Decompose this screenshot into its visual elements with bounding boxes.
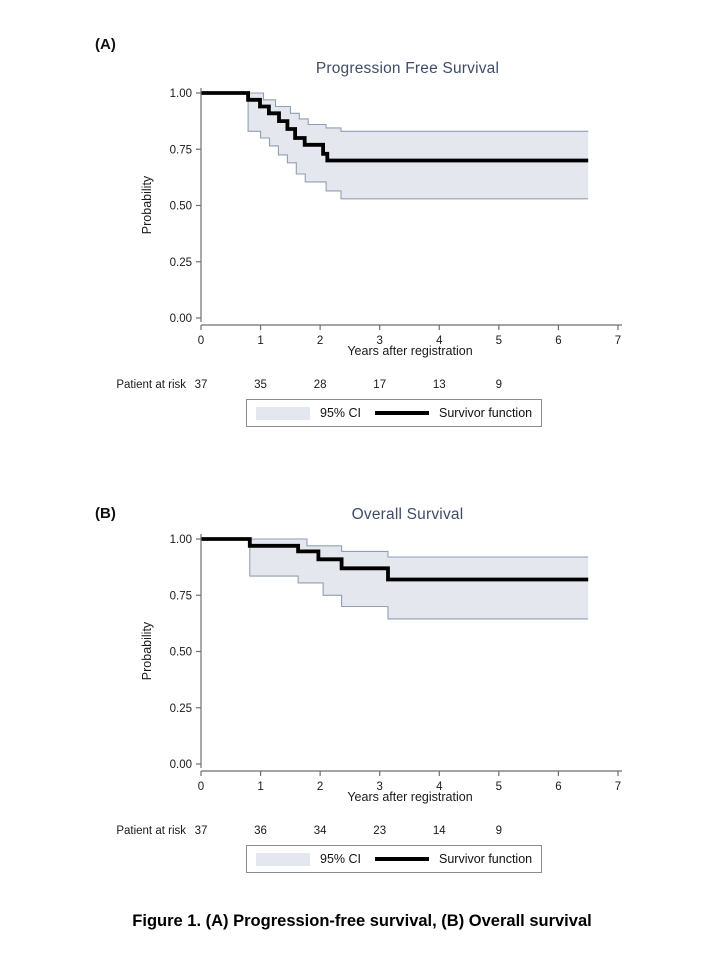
y-tick-label: 0.50 (170, 647, 192, 659)
risk-count: 28 (313, 379, 327, 391)
panel-b-plot: 0.00 0.25 0.50 0.75 1.00 0 1 2 3 4 5 6 7 (170, 534, 622, 793)
patient-at-risk-label: Patient at risk (116, 379, 186, 391)
x-tick-label: 3 (377, 781, 383, 793)
panel-a-label: (A) (95, 36, 116, 53)
y-tick-label: 0.00 (170, 759, 192, 771)
panel-a-plot: 0.00 0.25 0.50 0.75 1.00 0 1 2 3 4 5 6 7 (170, 88, 622, 347)
ci-legend-label: 95% CI (320, 852, 361, 866)
patient-at-risk-label: Patient at risk (116, 825, 186, 837)
risk-count: 14 (432, 825, 446, 837)
risk-count: 35 (254, 379, 267, 391)
ci-swatch (256, 406, 310, 420)
x-tick-label: 6 (555, 781, 561, 793)
survivor-curve (201, 91, 589, 163)
risk-count: 37 (194, 825, 208, 837)
ci-legend-label: 95% CI (320, 406, 361, 420)
panel-b-label: (B) (95, 505, 116, 522)
x-tick-label: 4 (436, 781, 443, 793)
survivor-line-swatch (375, 411, 429, 415)
survivor-curve (201, 537, 589, 582)
panel-a-x-axis-label: Years after registration (347, 344, 473, 358)
risk-count: 9 (495, 379, 503, 391)
risk-count: 9 (495, 825, 503, 837)
risk-count: 37 (194, 379, 208, 391)
y-tick-label: 0.25 (170, 703, 192, 715)
panel-a-legend: 95% CI Survivor function (246, 399, 543, 427)
y-tick-label: 0.75 (170, 590, 192, 602)
x-tick-label: 1 (257, 335, 263, 347)
x-tick-label: 6 (555, 335, 561, 347)
ci-lower-edge (247, 93, 589, 200)
ci-upper-edge (249, 538, 589, 558)
panel-a-title: Progression Free Survival (315, 60, 500, 77)
ci-band (248, 93, 589, 199)
risk-count: 13 (432, 379, 446, 391)
figure-caption: Figure 1. (A) Progression-free survival,… (132, 912, 592, 930)
x-tick-label: 2 (317, 781, 323, 793)
y-tick-label: 0.00 (170, 313, 192, 325)
risk-count: 34 (313, 825, 327, 837)
ci-swatch (256, 852, 310, 866)
x-tick-label: 5 (496, 335, 502, 347)
y-tick-label: 0.25 (170, 257, 192, 269)
x-tick-label: 7 (615, 335, 621, 347)
x-tick-label: 3 (377, 335, 383, 347)
survivor-line-swatch (375, 857, 429, 861)
risk-count: 23 (373, 825, 387, 837)
panel-b-x-axis-label: Years after registration (347, 790, 473, 804)
panel-b: (B) Overall Survival Probability 0.00 0.2… (0, 446, 724, 892)
y-tick-label: 1.00 (170, 534, 192, 546)
panel-b-risk-row: Patient at risk 37 36 34 23 14 9 (0, 825, 724, 840)
x-tick-label: 0 (198, 335, 204, 347)
x-tick-label: 4 (436, 335, 443, 347)
panel-a: (A) Progression Free Survival Probabilit… (0, 0, 724, 446)
survivor-legend-label: Survivor function (439, 852, 533, 866)
y-tick-label: 1.00 (170, 88, 192, 100)
x-tick-label: 5 (496, 781, 502, 793)
risk-count: 17 (373, 379, 387, 391)
ci-lower-edge (249, 539, 589, 620)
panel-a-risk-row: Patient at risk 37 35 28 17 13 9 (0, 379, 724, 394)
x-tick-label: 7 (615, 781, 621, 793)
panel-b-legend: 95% CI Survivor function (246, 845, 543, 873)
y-tick-label: 0.75 (170, 144, 192, 156)
ci-upper-edge (248, 92, 589, 132)
survivor-legend-label: Survivor function (439, 406, 533, 420)
y-tick-label: 0.50 (170, 201, 192, 213)
panel-b-title: Overall Survival (351, 506, 464, 523)
x-tick-label: 2 (317, 335, 323, 347)
x-tick-label: 0 (198, 781, 204, 793)
x-tick-label: 1 (257, 781, 263, 793)
risk-count: 36 (254, 825, 267, 837)
